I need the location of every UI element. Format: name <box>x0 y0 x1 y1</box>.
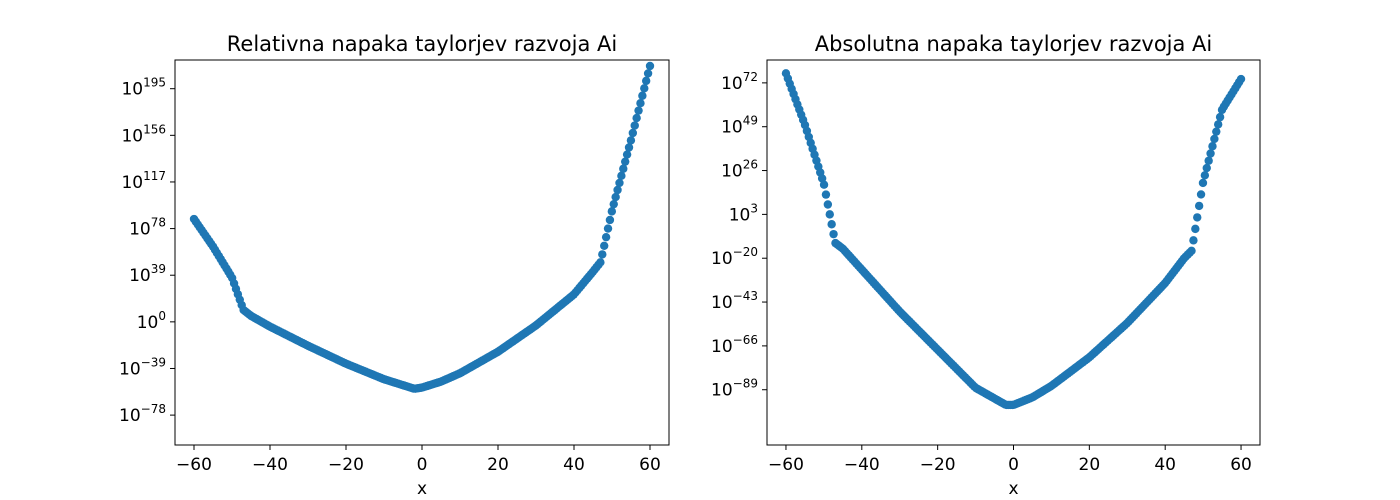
y-tick-label: 10117 <box>121 169 166 193</box>
y-tick-label: 10−78 <box>119 402 166 426</box>
data-point <box>1194 201 1204 211</box>
data-point <box>1187 246 1196 255</box>
x-tick-label: 60 <box>1230 455 1252 475</box>
data-point <box>626 136 636 145</box>
y-tick-label: 10−43 <box>711 289 758 313</box>
data-point <box>628 128 638 138</box>
chart-title: Absolutna napaka taylorjev razvoja Ai <box>815 32 1213 56</box>
data-point <box>821 190 831 199</box>
x-tick-label: 40 <box>1154 455 1176 475</box>
x-tick-label: −60 <box>768 455 804 475</box>
data-point <box>1193 213 1202 222</box>
data-point <box>638 91 647 100</box>
x-tick-label: −40 <box>252 455 288 475</box>
data-point <box>641 76 651 86</box>
data-point <box>640 84 649 93</box>
data-point <box>1202 163 1211 173</box>
data-point <box>615 178 624 188</box>
x-axis-label: x <box>417 479 427 499</box>
data-point <box>636 99 645 108</box>
data-point <box>1212 127 1221 136</box>
data-point <box>645 61 655 71</box>
data-point <box>825 210 834 219</box>
data-point <box>630 121 639 130</box>
data-point <box>632 113 641 123</box>
y-tick-label: 1026 <box>721 158 758 182</box>
y-tick-label: 1072 <box>721 70 758 94</box>
data-point <box>596 258 605 267</box>
data-point <box>1208 142 1217 151</box>
x-tick-label: 0 <box>1008 455 1019 475</box>
data-point <box>603 224 613 233</box>
data-point <box>1204 156 1213 165</box>
y-tick-label: 103 <box>729 201 758 225</box>
data-point <box>609 199 618 209</box>
data-point <box>619 164 628 173</box>
x-axis-label: x <box>1008 479 1018 499</box>
data-point <box>622 150 632 159</box>
x-tick-label: −20 <box>328 455 364 475</box>
x-tick-label: 20 <box>487 455 509 475</box>
y-tick-label: 10195 <box>121 76 166 100</box>
x-tick-label: 20 <box>1079 455 1101 475</box>
y-tick-label: 10156 <box>121 122 166 146</box>
y-tick-label: 1039 <box>129 262 166 286</box>
x-tick-label: −20 <box>920 455 956 475</box>
data-point <box>1210 134 1219 144</box>
data-point <box>607 207 617 216</box>
y-tick-label: 10−66 <box>711 333 758 357</box>
data-point <box>829 229 838 239</box>
data-point <box>1213 120 1223 129</box>
data-point <box>1191 224 1200 234</box>
data-point <box>624 143 634 152</box>
data-point <box>827 220 836 229</box>
data-series <box>781 69 1246 410</box>
y-tick-label: 1078 <box>129 216 166 240</box>
data-point <box>1215 112 1225 122</box>
chart-panel-1: Relativna napaka taylorjev razvoja Ai −60… <box>119 32 670 499</box>
data-point <box>634 106 643 115</box>
data-point <box>598 250 607 259</box>
chart-title: Relativna napaka taylorjev razvoja Ai <box>227 32 617 56</box>
data-point <box>601 232 611 242</box>
x-tick-label: −40 <box>844 455 880 475</box>
data-point <box>621 157 630 166</box>
data-point <box>1196 190 1206 199</box>
x-tick-label: 60 <box>639 455 661 475</box>
y-tick-label: 100 <box>137 309 166 333</box>
x-tick-label: −60 <box>176 455 212 475</box>
x-tick-label: 40 <box>563 455 585 475</box>
x-tick-label: 0 <box>417 455 428 475</box>
data-point <box>613 185 622 195</box>
y-tick-label: 10−20 <box>711 245 758 269</box>
chart-panel-2: Absolutna napaka taylorjev razvoja Ai −60… <box>711 32 1261 499</box>
data-point <box>819 180 829 189</box>
y-tick-label: 10−39 <box>119 355 166 379</box>
data-point <box>1236 74 1246 84</box>
y-tick-label: 10−89 <box>711 377 758 401</box>
data-point <box>617 171 626 181</box>
y-tick-label: 1049 <box>721 114 758 138</box>
data-point <box>611 192 620 202</box>
data-point <box>1206 149 1215 158</box>
data-point <box>605 215 615 225</box>
data-point <box>1200 171 1210 180</box>
data-series <box>189 61 655 393</box>
data-point <box>600 241 609 250</box>
data-point <box>823 200 833 209</box>
data-point <box>643 69 653 78</box>
data-point <box>1198 178 1208 188</box>
data-point <box>1189 236 1198 245</box>
